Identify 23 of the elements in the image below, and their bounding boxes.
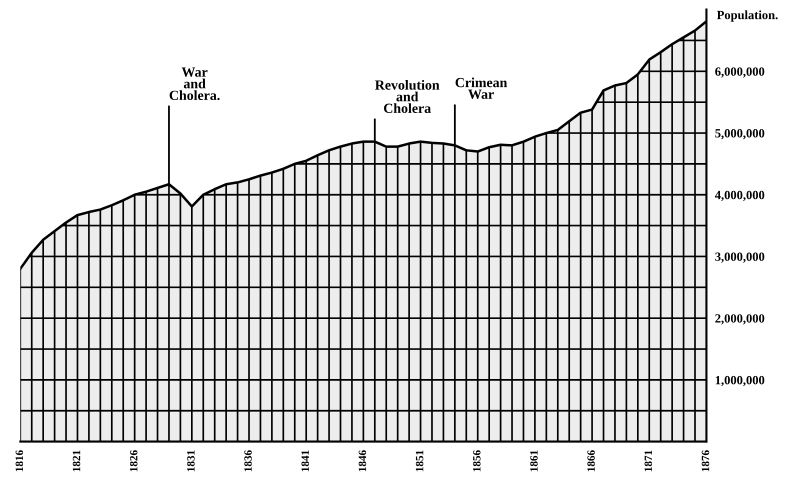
- x-tick-label: 1851: [416, 450, 424, 472]
- x-tick-label: 1831: [187, 450, 195, 472]
- y-tick-label: 5,000,000: [715, 129, 764, 140]
- x-tick-label: 1846: [358, 450, 366, 472]
- y-tick-label: 4,000,000: [714, 190, 764, 202]
- annotation: Revolution and Cholera: [375, 80, 440, 113]
- x-tick-label: 1826: [130, 450, 138, 472]
- x-tick-label: 1836: [244, 450, 252, 472]
- x-tick-label: 1816: [16, 450, 24, 472]
- x-tick-label: 1871: [644, 450, 652, 472]
- y-tick-label: 1,000,000: [716, 376, 764, 386]
- y-axis-title: Population.: [716, 10, 778, 22]
- annotation: Crimean War: [456, 77, 508, 99]
- x-tick-label: 1821: [72, 450, 80, 472]
- x-tick-label: 1866: [587, 450, 595, 472]
- x-tick-label: 1841: [301, 450, 309, 472]
- y-tick-label: 3,000,000: [715, 252, 764, 263]
- annotation: War and Cholera.: [170, 68, 220, 100]
- x-tick-label: 1856: [473, 450, 481, 472]
- y-tick-label: 6,000,000: [715, 67, 764, 78]
- x-tick-label: 1861: [530, 450, 538, 472]
- x-tick-label: 1876: [702, 450, 710, 472]
- y-tick-label: 2,000,000: [715, 314, 764, 324]
